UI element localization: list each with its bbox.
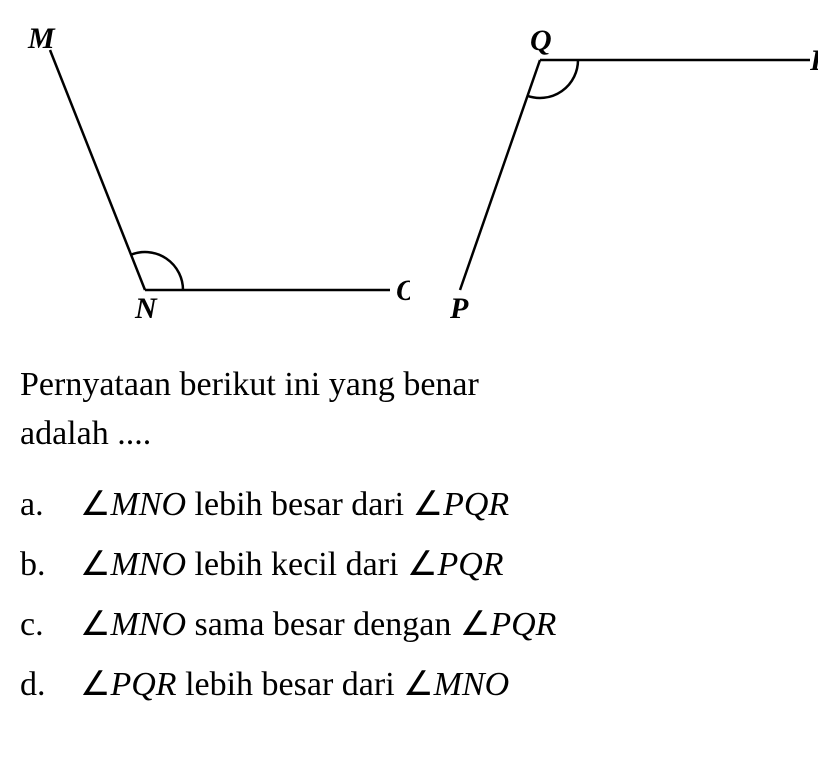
- angle-var: PQR: [437, 546, 503, 583]
- angle-var: MNO: [110, 486, 186, 523]
- option-a-letter: a.: [20, 477, 80, 533]
- angle-symbol: ∠: [403, 666, 433, 703]
- angle-var: MNO: [110, 606, 186, 643]
- diagram-mno: M N O: [20, 20, 410, 320]
- option-a-mid: lebih besar dari: [186, 486, 413, 523]
- angle-symbol: ∠: [407, 546, 437, 583]
- angle-mno-svg: M N O: [20, 20, 410, 320]
- angle-var: MNO: [110, 546, 186, 583]
- question-line2: adalah ....: [20, 415, 151, 452]
- option-d-letter: d.: [20, 657, 80, 713]
- svg-text:N: N: [134, 292, 158, 320]
- angle-var: PQR: [110, 666, 176, 703]
- angle-symbol: ∠: [460, 606, 490, 643]
- option-b-text: ∠MNO lebih kecil dari ∠PQR: [80, 537, 798, 593]
- diagram-row: MNO QRP: [20, 20, 798, 320]
- angle-var: PQR: [443, 486, 509, 523]
- angle-var: PQR: [490, 606, 556, 643]
- option-a: a. ∠MNO lebih besar dari ∠PQR: [20, 477, 798, 533]
- angle-pqr-svg: Q R P: [440, 20, 818, 320]
- svg-text:R: R: [809, 44, 818, 77]
- angle-symbol: ∠: [413, 486, 443, 523]
- svg-text:Q: Q: [530, 24, 552, 57]
- options-list: a. ∠MNO lebih besar dari ∠PQR b. ∠MNO le…: [20, 477, 798, 713]
- svg-text:M: M: [27, 22, 56, 55]
- diagram-pqr: Q R P: [440, 20, 818, 320]
- option-c: c. ∠MNO sama besar dengan ∠PQR: [20, 597, 798, 653]
- option-b-letter: b.: [20, 537, 80, 593]
- option-b: b. ∠MNO lebih kecil dari ∠PQR: [20, 537, 798, 593]
- angle-symbol: ∠: [80, 486, 110, 523]
- option-a-text: ∠MNO lebih besar dari ∠PQR: [80, 477, 798, 533]
- option-d: d. ∠PQR lebih besar dari ∠MNO: [20, 657, 798, 713]
- angle-var: MNO: [434, 666, 510, 703]
- angle-symbol: ∠: [80, 666, 110, 703]
- option-d-text: ∠PQR lebih besar dari ∠MNO: [80, 657, 798, 713]
- question-text: Pernyataan berikut ini yang benar adalah…: [20, 360, 798, 459]
- svg-text:O: O: [396, 274, 410, 307]
- question-line1: Pernyataan berikut ini yang benar: [20, 366, 479, 403]
- option-c-mid: sama besar dengan: [186, 606, 460, 643]
- option-d-mid: lebih besar dari: [177, 666, 404, 703]
- angle-symbol: ∠: [80, 606, 110, 643]
- svg-text:P: P: [449, 292, 469, 320]
- option-c-letter: c.: [20, 597, 80, 653]
- option-c-text: ∠MNO sama besar dengan ∠PQR: [80, 597, 798, 653]
- option-b-mid: lebih kecil dari: [186, 546, 407, 583]
- angle-symbol: ∠: [80, 546, 110, 583]
